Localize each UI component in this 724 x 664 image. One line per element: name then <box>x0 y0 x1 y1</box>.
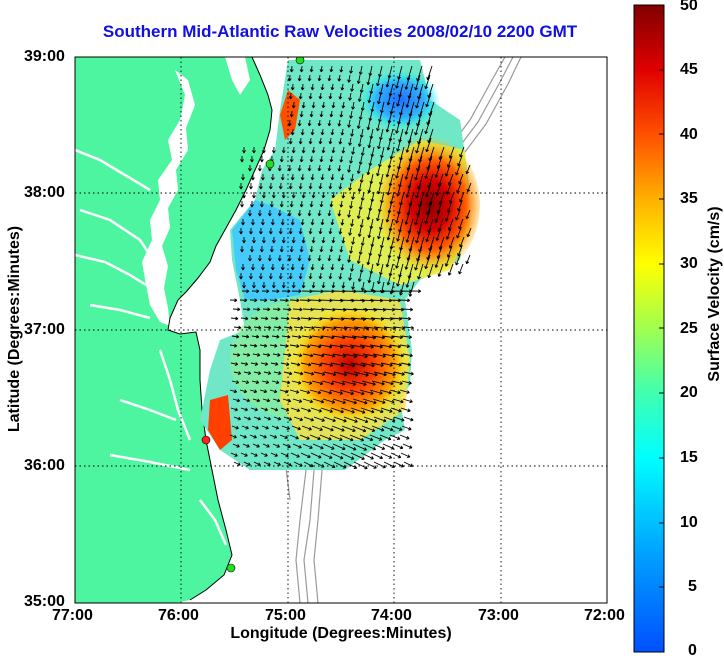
colorbar-tick-label: 50 <box>680 0 698 14</box>
land-mass <box>75 57 272 603</box>
radar-station-marker <box>265 159 275 169</box>
x-tick-label: 76:00 <box>158 607 199 624</box>
colorbar-tick-label: 15 <box>680 449 698 466</box>
colorbar-tickmarks <box>659 69 664 588</box>
colorbar-tick-label: 20 <box>680 384 698 401</box>
y-tick-label: 39:00 <box>24 48 65 65</box>
colorbar-tick-label: 0 <box>688 642 697 659</box>
colorbar-tick-label: 25 <box>680 320 698 337</box>
velocity-vectors <box>229 65 472 470</box>
x-tick-label: 74:00 <box>371 607 412 624</box>
colorbar-tick-label: 10 <box>680 514 698 531</box>
x-tick-label: 77:00 <box>52 607 93 624</box>
map-title: Southern Mid-Atlantic Raw Velocities 200… <box>102 22 578 41</box>
colorbar-tick-label: 30 <box>680 255 698 272</box>
colorbar-tick-label: 40 <box>680 126 698 143</box>
x-axis-label: Longitude (Degrees:Minutes) <box>230 625 452 642</box>
y-tick-label: 38:00 <box>24 184 65 201</box>
x-tick-label: 72:00 <box>584 607 625 624</box>
rivers <box>75 148 228 546</box>
colorbar-label: Surface Velocity (cm/s) <box>706 206 723 382</box>
x-tick-label: 75:00 <box>265 607 306 624</box>
radar-station-marker <box>201 435 211 445</box>
shoreline <box>167 57 273 601</box>
colorbar-tick-label: 35 <box>680 190 698 207</box>
radar-station-marker <box>295 57 305 65</box>
delaware-bay <box>225 57 250 95</box>
radar-station-marker <box>226 563 236 573</box>
y-tick-label: 37:00 <box>24 321 65 338</box>
x-tick-label: 73:00 <box>478 607 519 624</box>
grid-lines <box>75 57 607 603</box>
colorbar-tick-label: 45 <box>680 61 698 78</box>
y-tick-label: 35:00 <box>24 593 65 610</box>
plot-frame <box>74 56 608 604</box>
plot-area <box>75 57 607 603</box>
colorbar-tick-label: 5 <box>688 578 697 595</box>
y-tick-label: 36:00 <box>24 457 65 474</box>
chesapeake-bay <box>142 70 195 326</box>
velocity-arrows <box>229 65 472 470</box>
y-axis-label: Latitude (Degrees:Minutes) <box>6 225 23 433</box>
